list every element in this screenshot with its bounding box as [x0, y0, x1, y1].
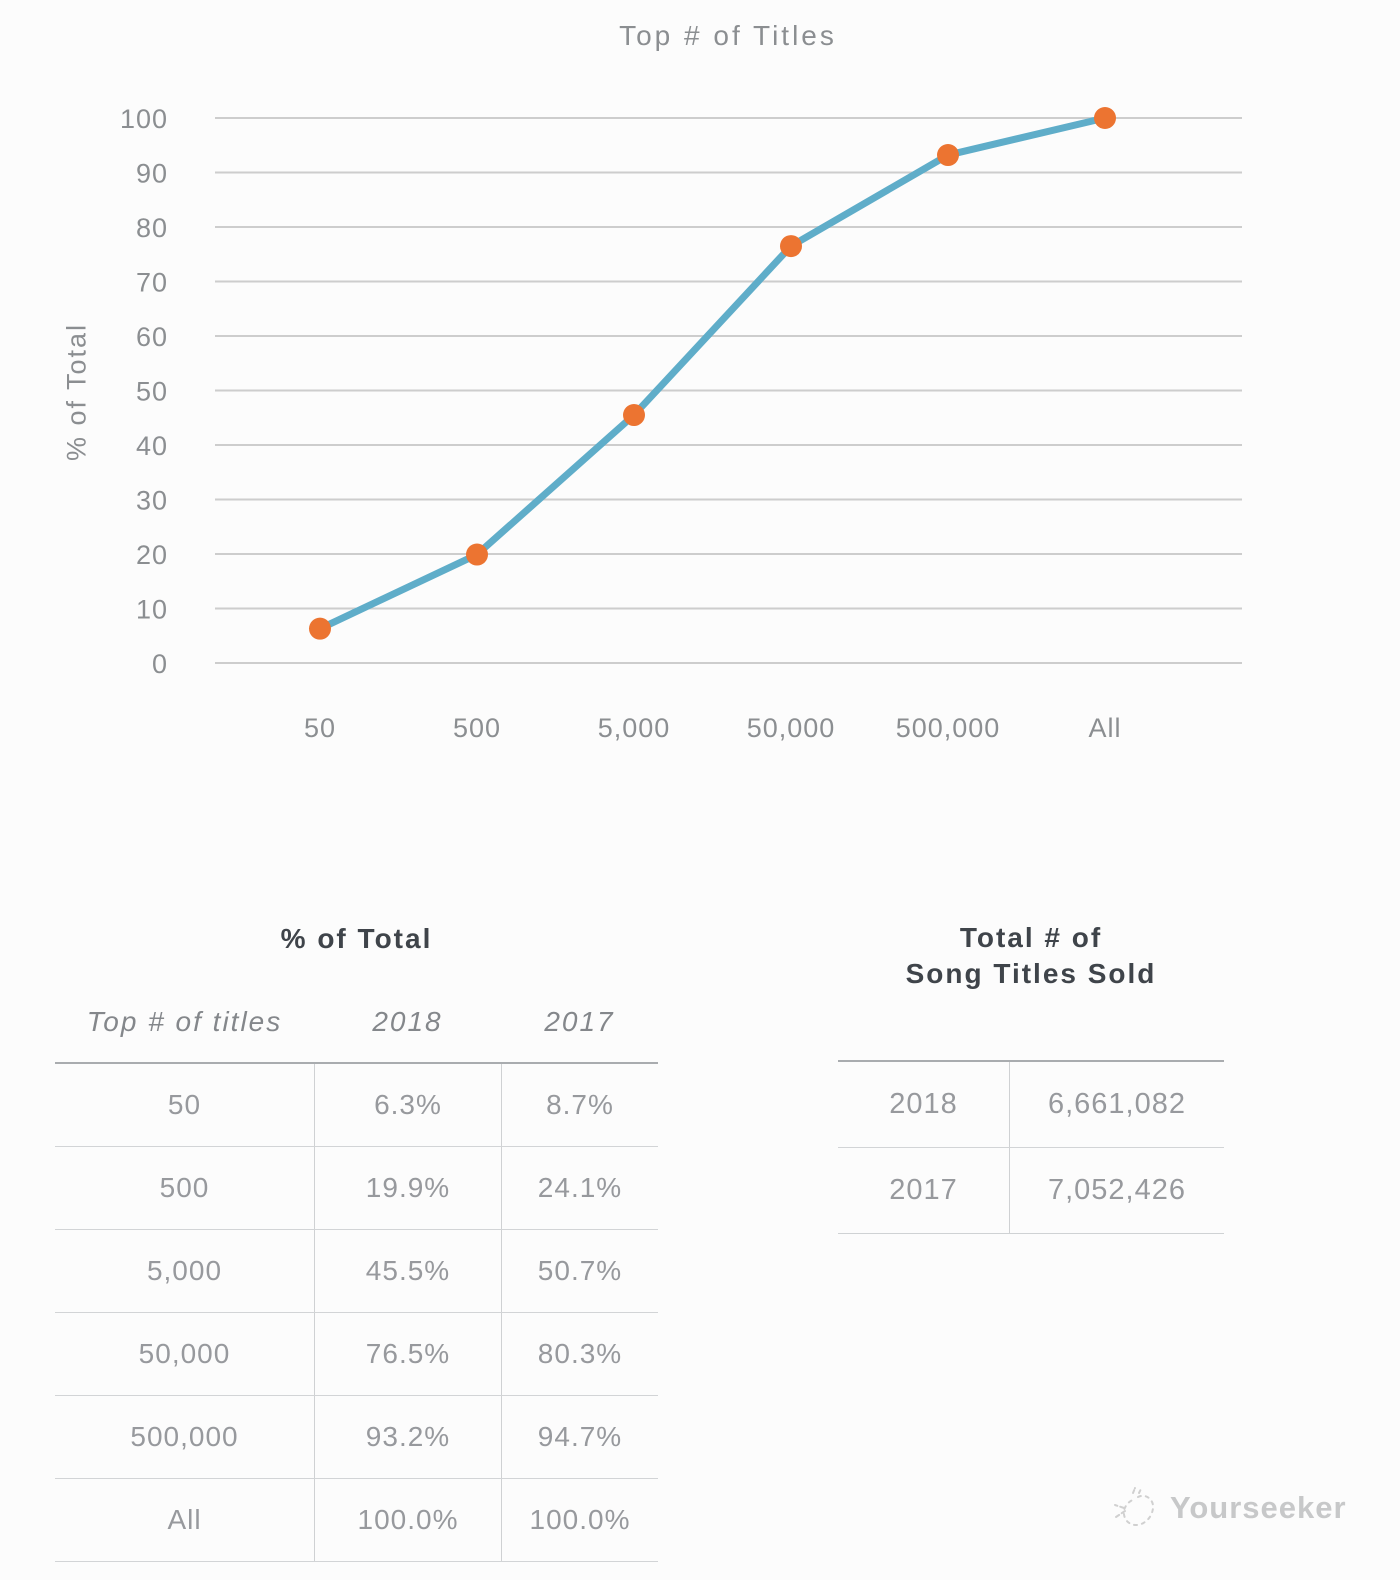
x-tick-label: All	[1088, 713, 1121, 743]
y-tick-label: 10	[136, 595, 168, 625]
y-tick-label: 40	[136, 431, 168, 461]
data-point	[466, 543, 488, 566]
table-cell: 50	[167, 1089, 202, 1120]
y-tick-label: 70	[136, 268, 168, 298]
x-tick-label: 500	[453, 713, 501, 743]
x-tick-label: 500,000	[896, 713, 1001, 743]
y-tick-label: 100	[120, 104, 168, 134]
song-titles-sold-table: Total # of Song Titles Sold 2018 6,661,08…	[838, 920, 1224, 1234]
table-cell: 50,000	[138, 1338, 231, 1369]
totals-table-body: 2018 6,661,082 2017 7,052,426	[838, 1060, 1224, 1234]
table-row: 50 6.3% 8.7%	[55, 1064, 658, 1146]
table-row: 2018 6,661,082	[838, 1062, 1224, 1147]
pct-of-total-table: % of Total Top # of titles 2018 2017 50 6…	[55, 920, 658, 1562]
totals-title-line-2: Song Titles Sold	[905, 958, 1157, 989]
table-cell: 5,000	[146, 1255, 223, 1286]
table-row: 500,000 93.2% 94.7%	[55, 1395, 658, 1478]
table-cell: 45.5%	[314, 1230, 501, 1312]
table-row: 5,000 45.5% 50.7%	[55, 1229, 658, 1312]
y-tick-label: 80	[136, 213, 168, 243]
pct-header-2017: 2017	[544, 1006, 615, 1037]
data-point	[937, 144, 959, 167]
totals-title-line-1: Total # of	[959, 922, 1103, 953]
data-point	[623, 404, 645, 427]
table-cell: 6,661,082	[1009, 1062, 1224, 1147]
data-point	[780, 235, 802, 258]
table-cell: 19.9%	[314, 1147, 501, 1229]
data-point	[309, 617, 331, 640]
table-cell: 50.7%	[501, 1230, 658, 1312]
x-tick-label: 50,000	[747, 713, 836, 743]
totals-table-title: Total # of Song Titles Sold	[838, 920, 1224, 992]
y-tick-label: 60	[136, 322, 168, 352]
series-line-2018	[316, 114, 1109, 633]
table-cell: 8.7%	[501, 1064, 658, 1146]
x-tick-label: 5,000	[598, 713, 671, 743]
table-row: 500 19.9% 24.1%	[55, 1146, 658, 1229]
y-tick-label: 30	[136, 486, 168, 516]
pct-table-header-row: Top # of titles 2018 2017	[55, 998, 658, 1046]
y-tick-label: 20	[136, 540, 168, 570]
x-tick-label: 50	[304, 713, 336, 743]
table-cell: 500	[159, 1172, 210, 1203]
table-cell: 2018	[889, 1088, 958, 1120]
y-tick-label: 90	[136, 159, 168, 189]
pct-table-body: 50 6.3% 8.7% 500 19.9% 24.1% 5,000 45.5% 50.7% 50…	[55, 1062, 658, 1562]
table-cell: 24.1%	[501, 1147, 658, 1229]
table-cell: 93.2%	[314, 1396, 501, 1478]
table-row: All 100.0% 100.0%	[55, 1478, 658, 1561]
pct-table-title: % of Total	[280, 923, 433, 954]
yourseeker-doodle-icon	[1114, 1487, 1155, 1527]
y-tick-label: 0	[152, 649, 168, 679]
watermark: Yourseeker	[1112, 1484, 1347, 1532]
watermark-label: Yourseeker	[1170, 1490, 1347, 1525]
table-cell: 100.0%	[314, 1479, 501, 1561]
table-cell: 7,052,426	[1009, 1148, 1224, 1233]
table-cell: 2017	[889, 1174, 958, 1206]
data-point	[1094, 107, 1116, 129]
table-cell: 6.3%	[314, 1064, 501, 1146]
table-cell: 76.5%	[314, 1313, 501, 1395]
table-cell: 94.7%	[501, 1396, 658, 1478]
table-cell: 500,000	[130, 1421, 239, 1452]
table-cell: All	[167, 1504, 202, 1535]
table-cell: 100.0%	[501, 1479, 658, 1561]
chart-plot-area: 0 10 20 30 40 50 60 70 80 90 100 50 500 5,000 50,000 50…	[120, 104, 1242, 743]
chart-title: Top # of Titles	[619, 20, 837, 51]
table-row: 50,000 76.5% 80.3%	[55, 1312, 658, 1395]
table-row: 2017 7,052,426	[838, 1147, 1224, 1233]
y-tick-label: 50	[136, 377, 168, 407]
top-titles-line-chart: Top # of Titles % of Total 0 10 20 30 40 50 60…	[62, 20, 1242, 743]
table-cell: 80.3%	[501, 1313, 658, 1395]
pct-header-top-titles: Top # of titles	[86, 1006, 283, 1037]
pct-header-2018: 2018	[372, 1006, 443, 1037]
